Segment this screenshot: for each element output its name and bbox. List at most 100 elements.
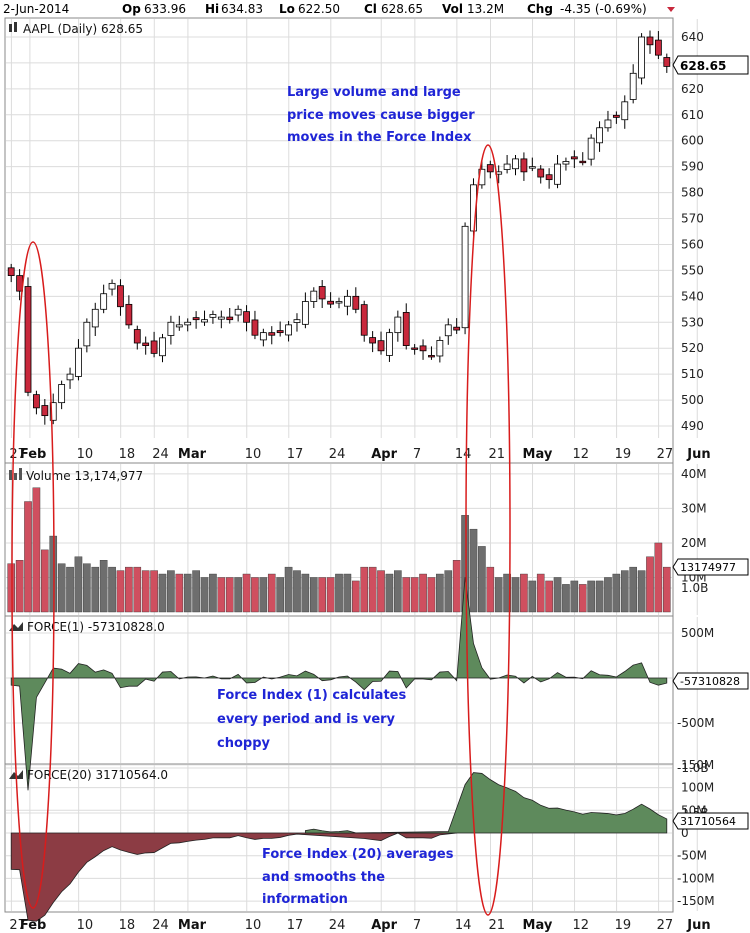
volume-bar-up	[629, 566, 637, 613]
x-tick-label: 10	[77, 918, 94, 933]
candle-down	[243, 311, 250, 323]
volume-bar-down	[125, 566, 133, 613]
price-y-tick: 610	[681, 108, 704, 122]
volume-bar-up	[183, 573, 192, 613]
force1-y-tick: -1.0B	[677, 761, 709, 775]
candle-up	[108, 282, 116, 290]
price-panel-label-group: AAPL (Daily) 628.65	[9, 22, 143, 36]
candle-up	[444, 324, 452, 337]
volume-bar-up	[553, 577, 562, 613]
candle-up	[209, 314, 217, 318]
volume-bar-up	[343, 573, 352, 613]
candle-icon-2	[14, 22, 17, 32]
volume-bar-down	[419, 573, 427, 613]
candle-down	[377, 340, 385, 352]
candle-down	[646, 36, 654, 46]
volume-current-tag-shape	[672, 558, 749, 576]
volume-bar-down	[545, 580, 553, 613]
header-low: 622.50	[298, 2, 340, 16]
volume-bar-down	[452, 560, 461, 613]
candle-up	[512, 158, 519, 170]
candle-down	[150, 340, 158, 354]
chg-down-arrow-icon	[667, 7, 675, 12]
volume-bar-up	[108, 566, 116, 613]
volume-bar-up	[478, 546, 486, 613]
candle-down	[24, 286, 32, 393]
price-y-tick: 640	[681, 30, 704, 44]
price-y-tick: 490	[681, 419, 704, 433]
volume-icon	[9, 470, 12, 480]
header-vol: 13.2M	[467, 2, 504, 16]
header-chg: -4.35 (-0.69%)	[560, 2, 647, 16]
volume-bar-up	[637, 570, 646, 613]
candle-up	[528, 166, 536, 169]
volume-bar-down	[368, 566, 377, 613]
force20-panel-frame	[4, 763, 674, 913]
x-tick-label: Feb	[20, 447, 46, 462]
volume-bar-down	[427, 577, 436, 613]
candle-up	[335, 301, 343, 304]
candle-up	[629, 72, 637, 100]
volume-bar-up	[167, 570, 175, 613]
candle-down	[226, 316, 234, 321]
volume-bar-up	[200, 577, 209, 613]
volume-bar-down	[7, 563, 16, 613]
candle-up	[436, 340, 444, 357]
annotation-top-line-1: Large volume and large	[287, 85, 461, 100]
candle-up	[259, 332, 267, 341]
candle-down	[142, 342, 150, 347]
x-tick-label: 19	[615, 447, 632, 462]
header-close-label: Cl	[364, 2, 377, 16]
force1-current-value: -57310828	[680, 675, 740, 688]
x-tick-label: 24	[329, 918, 346, 933]
volume-bar-up	[620, 570, 629, 613]
volume-bar-down	[646, 556, 654, 613]
candle-up	[301, 301, 309, 325]
header-vol-label: Vol	[442, 2, 463, 16]
volume-bar-up	[83, 563, 91, 613]
candle-down	[411, 347, 419, 350]
x-tick-label: 17	[287, 447, 304, 462]
force20-y-tick: -50M	[677, 849, 707, 863]
x-tick-label: Mar	[178, 447, 207, 462]
volume-panel-label: Volume 13,174,977	[26, 469, 143, 483]
price-current-value: 628.65	[680, 59, 726, 73]
volume-bar-up	[293, 570, 301, 613]
volume-bar-down	[662, 566, 671, 613]
candle-down	[663, 57, 671, 67]
x-tick-label: May	[523, 447, 553, 462]
volume-bar-down	[41, 549, 49, 613]
volume-bar-up	[604, 577, 612, 613]
volume-current-tag: 13174977	[672, 558, 749, 576]
volume-bar-down	[217, 577, 226, 613]
x-tick-label: Jun	[686, 447, 710, 462]
volume-icon-3	[19, 468, 22, 480]
x-tick-label: 18	[119, 918, 136, 933]
price-y-tick: 590	[681, 160, 704, 174]
volume-bar-up	[528, 580, 537, 613]
volume-bar-up	[562, 584, 570, 613]
volume-bar-down	[410, 577, 419, 613]
volume-bar-down	[150, 570, 158, 613]
candle-down	[453, 326, 461, 331]
volume-bar-down	[486, 566, 495, 613]
highlight-ellipse-right	[465, 144, 511, 916]
volume-bar-down	[377, 570, 385, 613]
volume-bar-up	[259, 577, 268, 613]
candle-up	[394, 316, 402, 334]
candle-down	[33, 394, 40, 409]
force1-panel-label: FORCE(1) -57310828.0	[27, 620, 165, 634]
candle-up	[638, 36, 645, 79]
x-tick-label: Mar	[178, 918, 207, 933]
price-y-tick: 550	[681, 263, 704, 277]
volume-bar-down	[267, 573, 276, 613]
candle-down	[545, 174, 553, 181]
force1-current-tag-shape	[672, 672, 749, 690]
force1-y-tick: -500M	[677, 716, 715, 730]
volume-bar-up	[99, 560, 108, 613]
x-tick-label: Jun	[686, 918, 710, 933]
candle-down	[117, 285, 124, 308]
volume-bar-down	[402, 577, 411, 613]
x-tick-label: 27	[657, 447, 674, 462]
